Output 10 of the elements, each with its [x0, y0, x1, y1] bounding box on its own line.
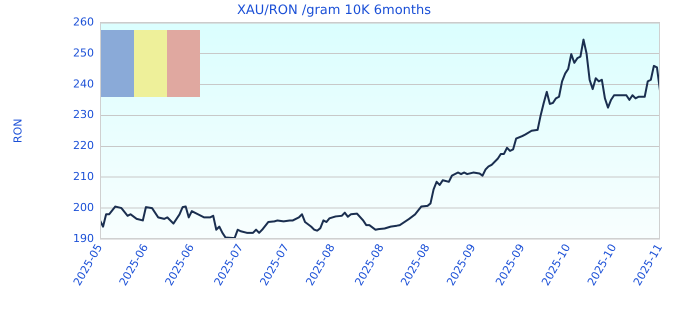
y-tick-label: 210: [73, 170, 94, 184]
chart-title: XAU/RON /gram 10K 6months: [237, 3, 432, 18]
y-tick-label: 220: [73, 139, 94, 152]
y-tick-label: 190: [73, 232, 94, 245]
y-tick-label: 250: [73, 46, 94, 60]
y-tick-label: 260: [73, 15, 94, 28]
y-tick-label: 200: [73, 200, 94, 214]
y-tick-label: 240: [73, 77, 94, 90]
y-tick-label: 230: [73, 108, 94, 122]
y-axis-title: RON: [11, 118, 24, 144]
